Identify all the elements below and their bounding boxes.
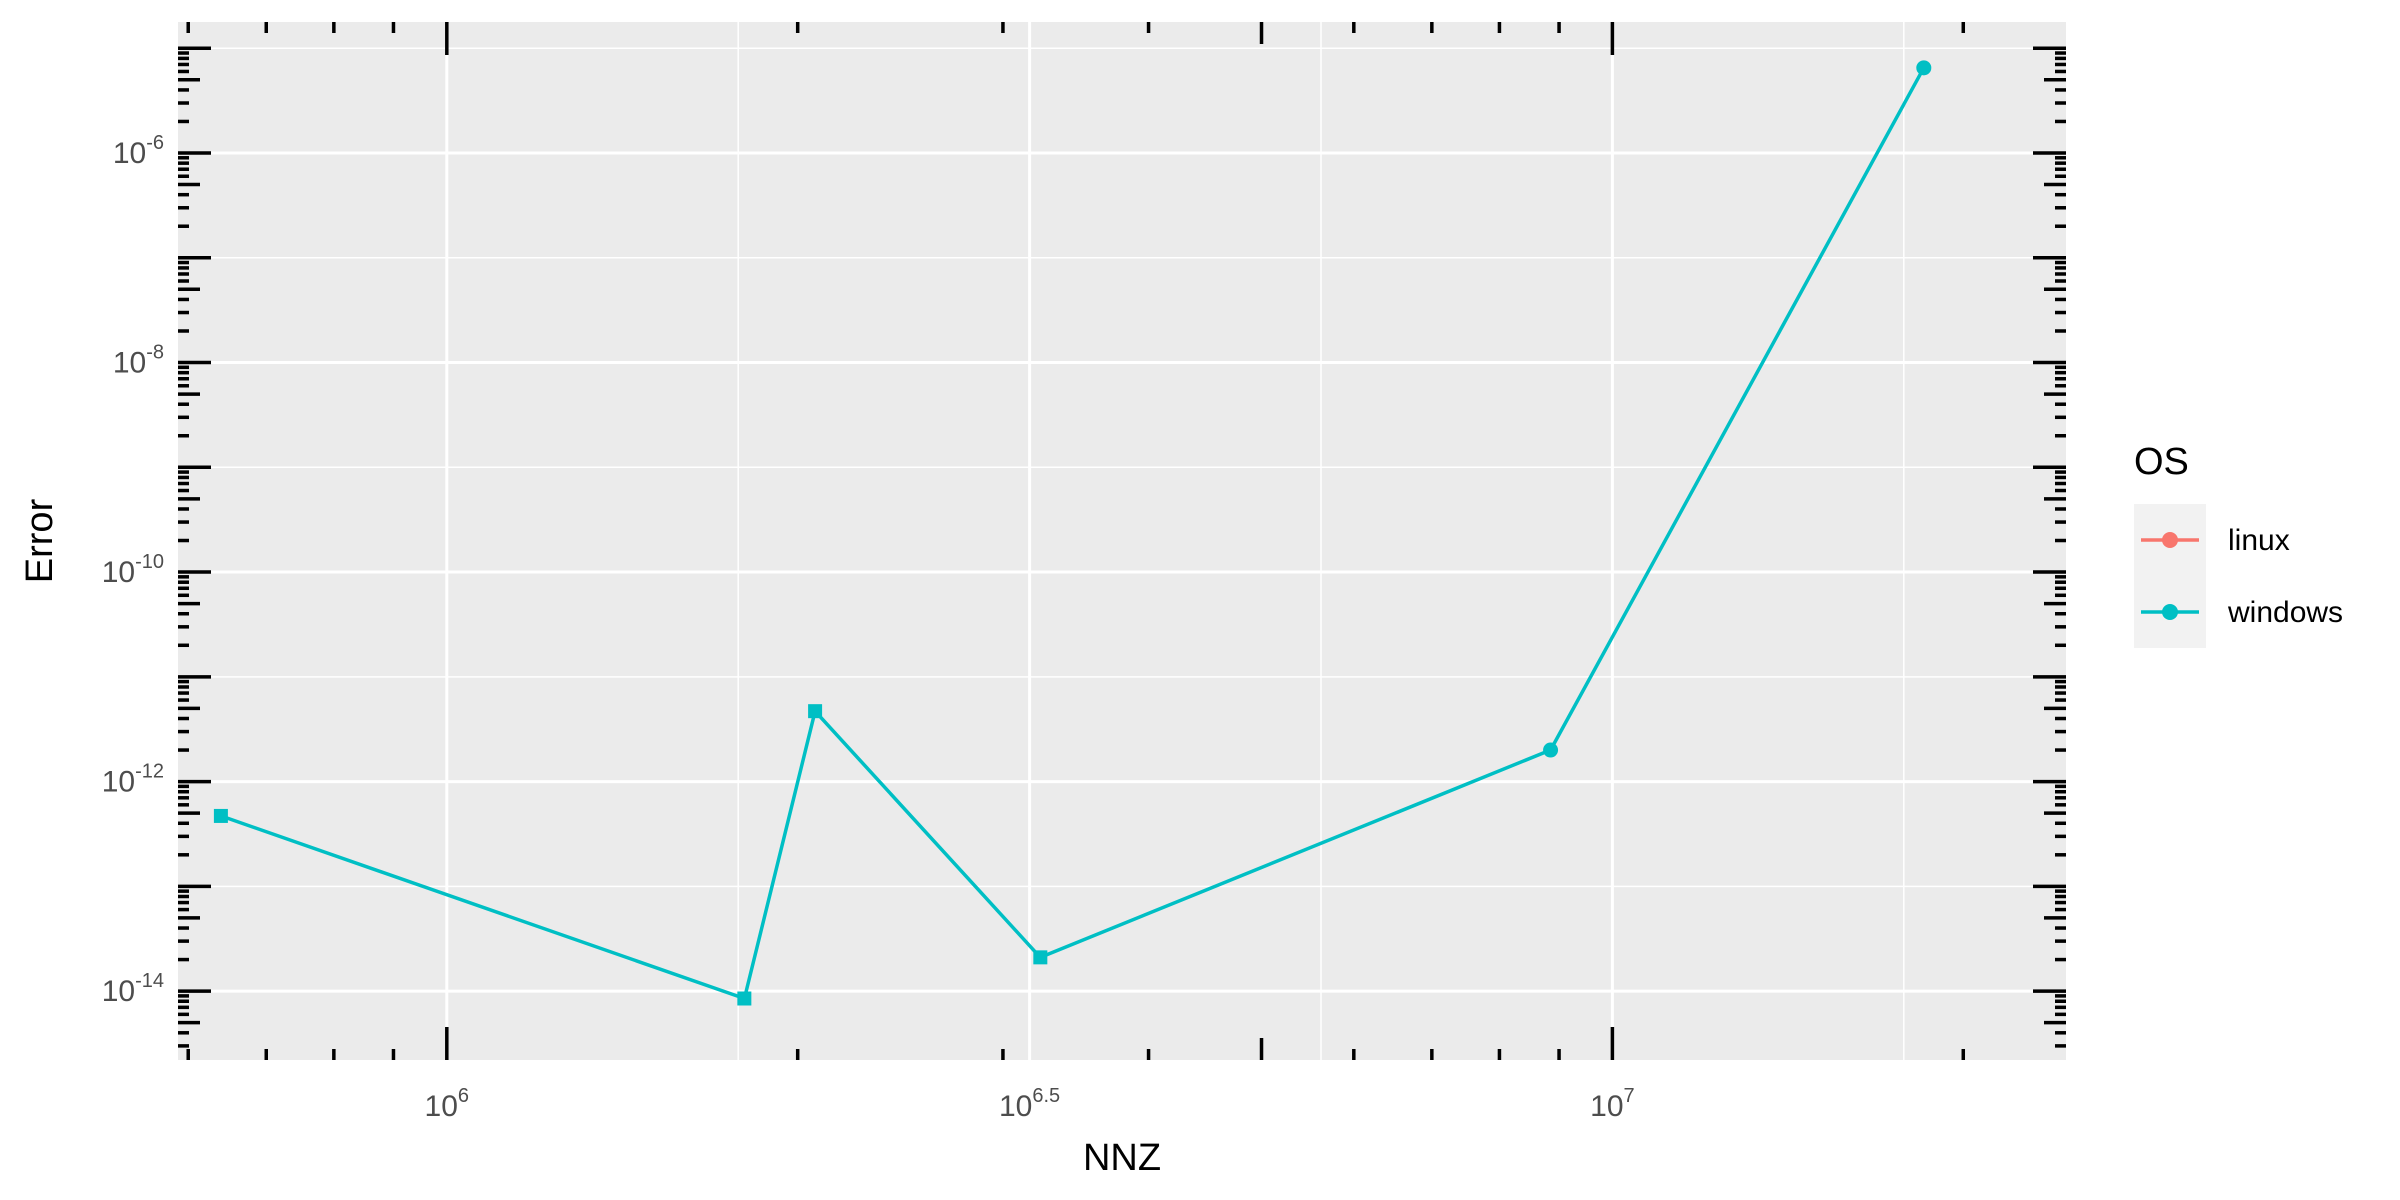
x-tick-labels: 106 106.5 107 (425, 1085, 1635, 1123)
major-gridlines (178, 22, 2066, 1060)
x-tick-label: 106 (425, 1085, 470, 1123)
data-point-circle (1543, 742, 1559, 758)
log-tick-marks (178, 22, 2066, 1060)
data-point-square (1033, 950, 1048, 965)
legend-key-point-windows (2162, 604, 2178, 620)
x-tick-label: 107 (1590, 1085, 1635, 1123)
x-axis-title: NNZ (1083, 1137, 1161, 1179)
data-point-circle (1916, 60, 1932, 76)
plot-panel (178, 22, 2066, 1060)
x-tick-label: 106.5 (999, 1085, 1060, 1123)
y-tick-label: 10-10 (102, 551, 164, 589)
y-tick-label: 10-12 (102, 761, 164, 799)
y-tick-label: 10-14 (102, 970, 164, 1008)
y-tick-label: 10-8 (113, 342, 164, 380)
y-axis-title: Error (19, 498, 61, 583)
series-layer (213, 60, 1932, 1006)
data-point-square (213, 808, 228, 823)
legend-entries: linux windows (2141, 524, 2343, 629)
legend: OS linux windows (2134, 441, 2343, 648)
legend-title: OS (2134, 441, 2189, 483)
series-line-windows (220, 66, 1926, 1001)
legend-key-point-linux (2162, 532, 2178, 548)
minor-gridlines (178, 22, 2066, 1060)
y-tick-labels: 10-6 10-8 10-10 10-12 10-14 (102, 132, 164, 1008)
y-tick-label: 10-6 (113, 132, 164, 170)
legend-label-windows: windows (2227, 596, 2343, 629)
legend-key-background (2134, 504, 2206, 648)
data-point-square (737, 991, 752, 1006)
legend-label-linux: linux (2228, 524, 2290, 557)
data-point-square (808, 704, 823, 719)
